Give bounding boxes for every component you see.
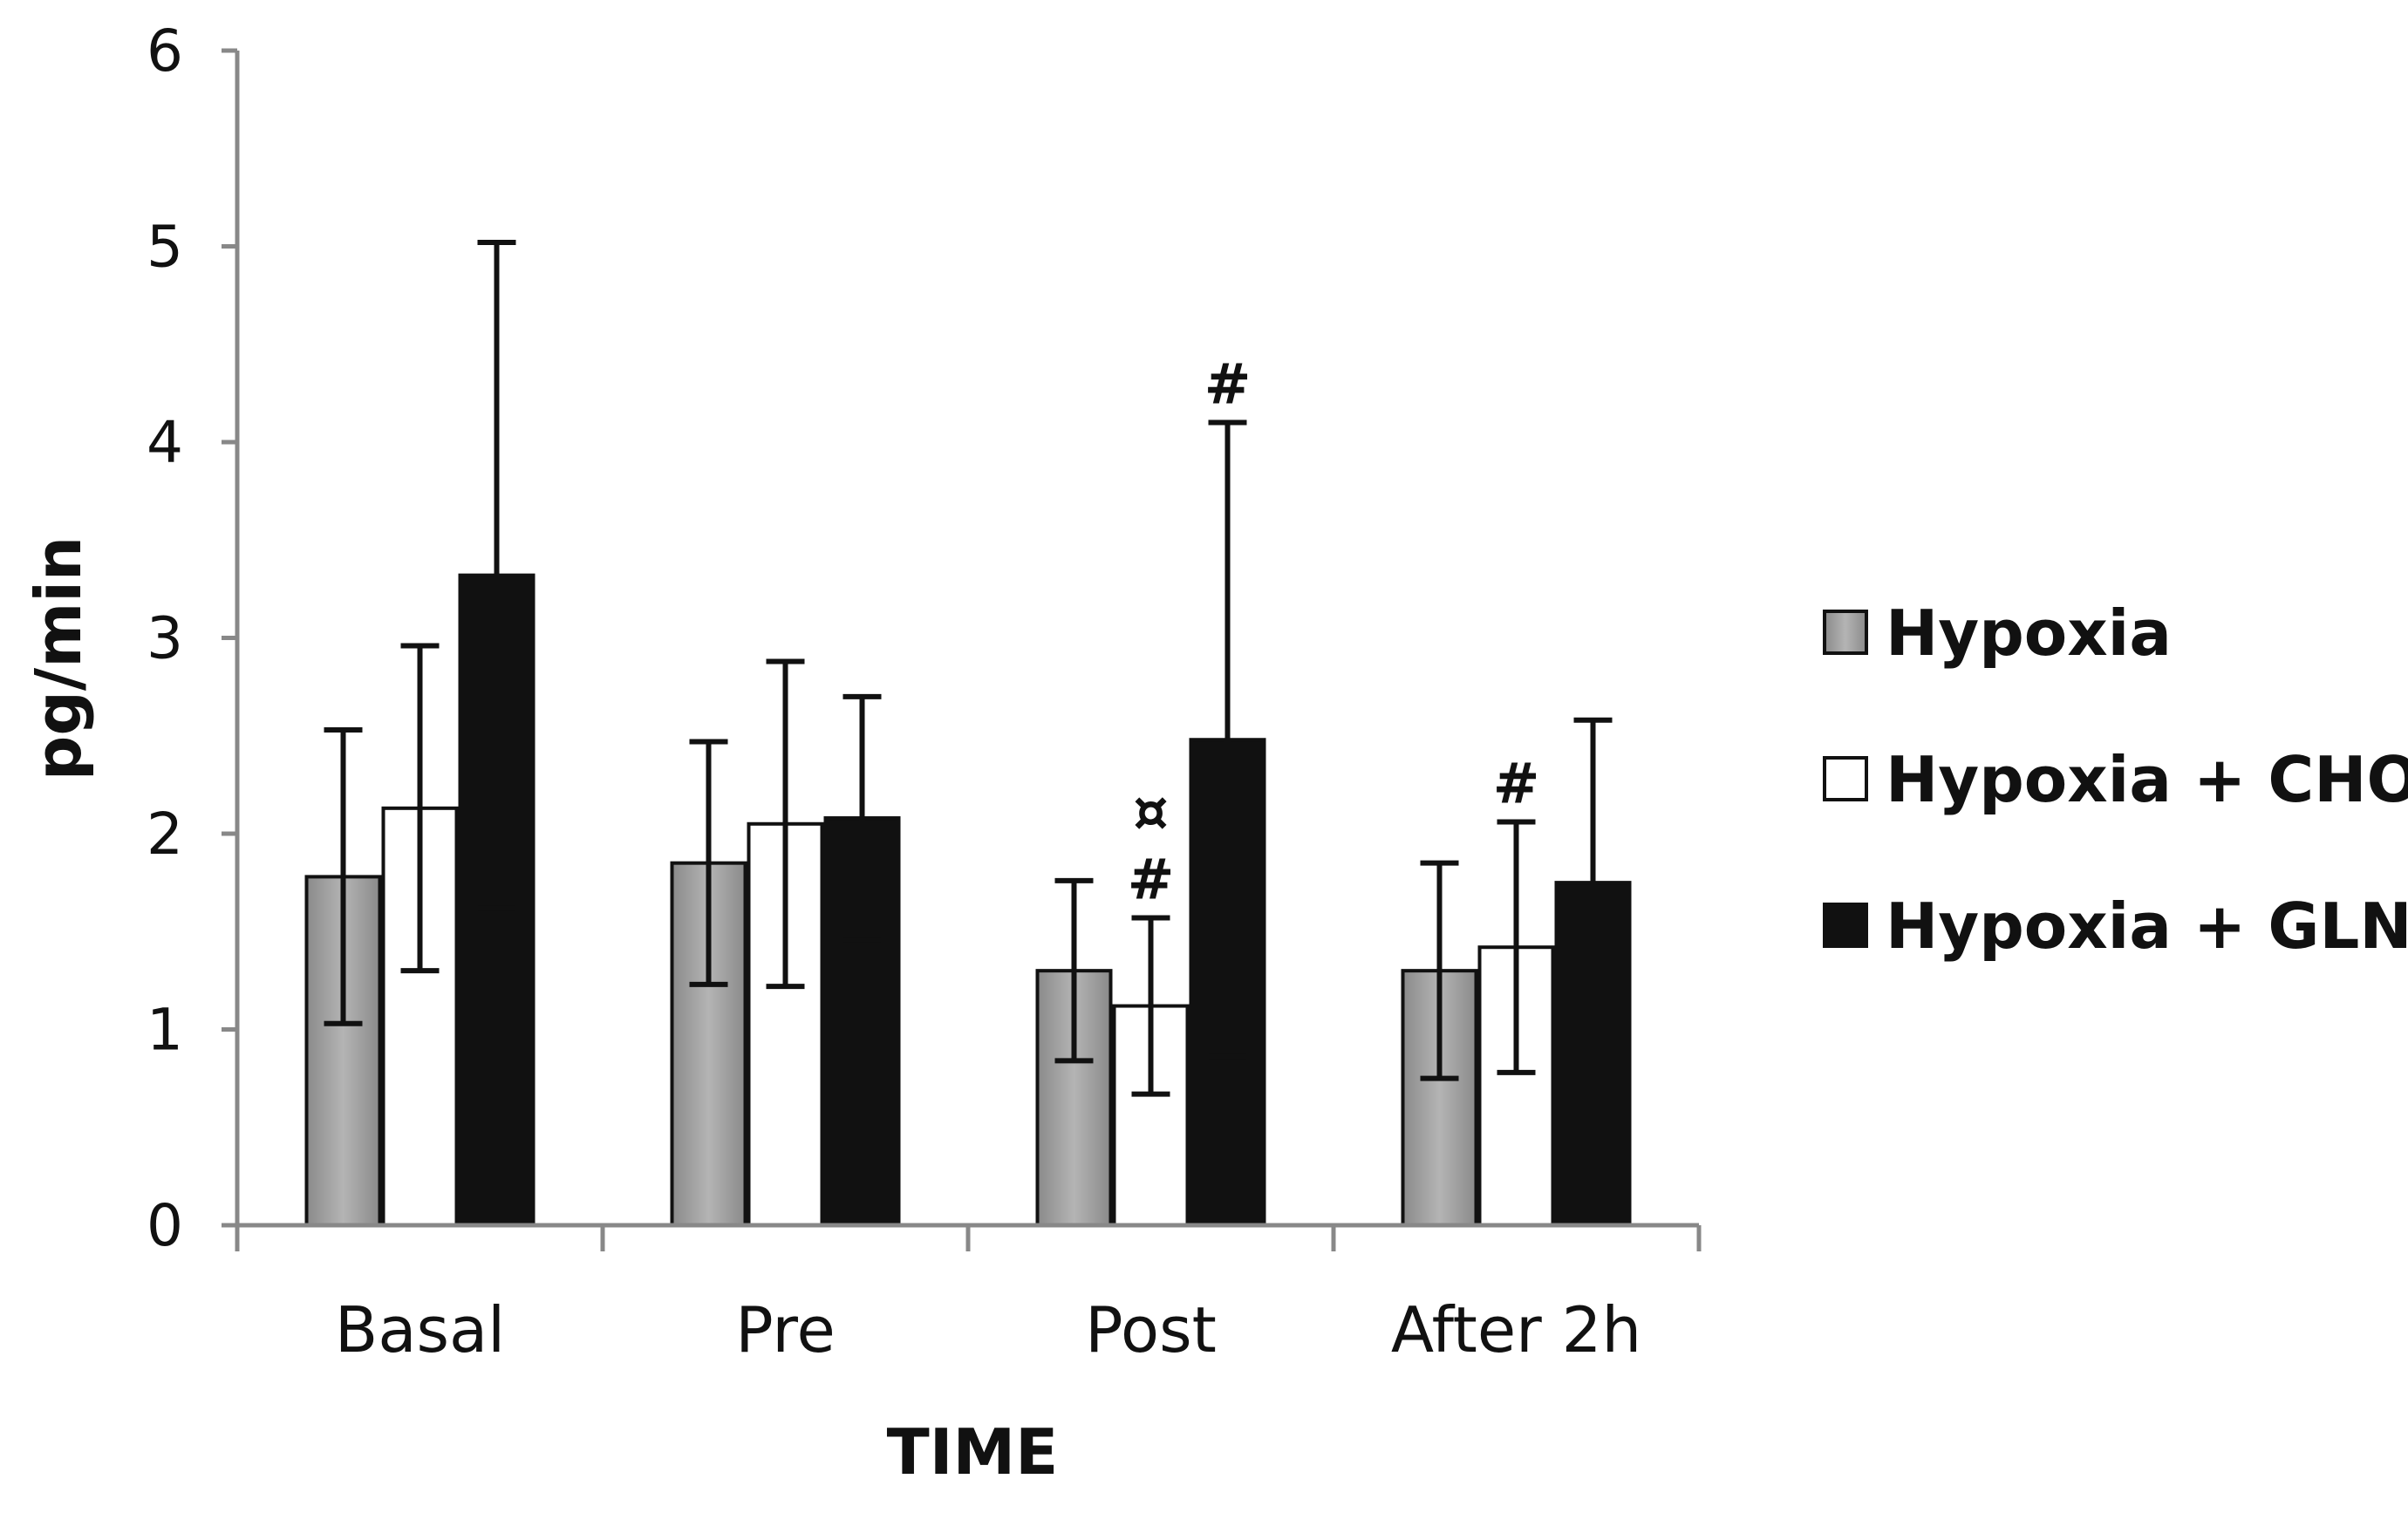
legend-swatch	[1823, 756, 1868, 801]
legend-swatch	[1823, 903, 1868, 948]
y-tick-label: 3	[147, 605, 183, 672]
annotations-layer: #¤##	[1128, 353, 1540, 913]
y-tick-label: 2	[147, 801, 183, 868]
legend-label: Hypoxia	[1886, 596, 2172, 670]
legend-label: Hypoxia + CHO	[1886, 743, 2408, 816]
y-tick-label: 1	[147, 997, 183, 1064]
error-bars-layer	[324, 240, 1613, 1097]
legend-swatch	[1823, 610, 1868, 655]
y-tick-label: 5	[147, 214, 183, 281]
significance-marker: #	[1128, 849, 1175, 913]
axes-layer: 0 1 2 3 4 5 6 Basal Pre Post After 2h	[147, 17, 1702, 1366]
x-tick-label: After 2h	[1391, 1293, 1641, 1366]
y-tick-label: 0	[147, 1192, 183, 1259]
y-axis-title: pg/min	[22, 536, 95, 780]
bars-layer	[304, 573, 1632, 1228]
legend: Hypoxia Hypoxia + CHO Hypoxia + GLN	[1823, 596, 2408, 963]
legend-label: Hypoxia + GLN	[1886, 889, 2408, 963]
x-tick-label: Post	[1085, 1293, 1217, 1366]
bar-hypoxia-pre	[670, 861, 747, 1227]
y-tick-label: 6	[147, 17, 183, 85]
significance-marker: #	[1204, 353, 1252, 418]
x-axis-title: TIME	[887, 1415, 1059, 1489]
x-tick-label: Basal	[335, 1293, 505, 1366]
significance-marker: ¤	[1133, 780, 1169, 845]
significance-marker: #	[1493, 753, 1540, 817]
y-tick-label: 4	[147, 409, 183, 476]
x-tick-label: Pre	[735, 1293, 835, 1366]
